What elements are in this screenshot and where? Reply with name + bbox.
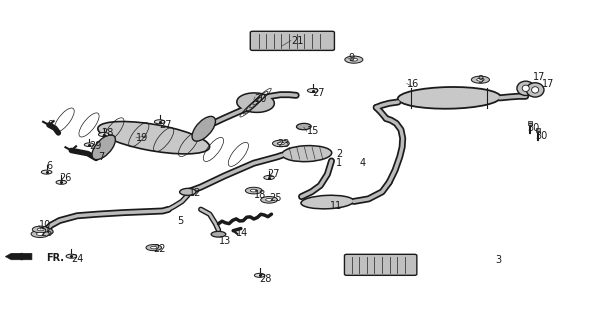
Text: 13: 13 [218,236,231,246]
Text: 27: 27 [160,120,172,130]
Text: 3: 3 [495,255,502,265]
Text: 18: 18 [254,190,266,200]
Ellipse shape [517,81,535,95]
Ellipse shape [32,226,49,233]
Text: 30: 30 [527,123,540,133]
Ellipse shape [41,170,52,174]
Text: 11: 11 [330,201,343,211]
Text: 26: 26 [60,172,72,182]
Text: FR.: FR. [47,253,65,263]
FancyBboxPatch shape [345,254,417,275]
Text: 12: 12 [189,188,201,198]
Text: 9: 9 [348,53,354,63]
Text: 24: 24 [71,254,84,264]
Text: 21: 21 [291,36,303,45]
Ellipse shape [398,87,501,109]
Ellipse shape [150,246,157,249]
Ellipse shape [92,135,116,160]
Ellipse shape [155,120,165,124]
Ellipse shape [301,195,354,209]
Text: 20: 20 [254,94,266,104]
Ellipse shape [146,244,162,251]
Text: 1: 1 [336,158,342,168]
Ellipse shape [522,85,529,92]
Text: 8: 8 [48,120,54,130]
Text: 30: 30 [535,131,548,141]
Ellipse shape [56,180,67,184]
Ellipse shape [526,83,544,97]
Ellipse shape [66,254,77,258]
Text: 17: 17 [542,78,555,89]
Ellipse shape [84,143,94,147]
Ellipse shape [98,122,209,154]
Text: 2: 2 [336,148,342,159]
Ellipse shape [211,231,226,237]
Ellipse shape [273,140,289,147]
FancyBboxPatch shape [250,31,335,50]
Text: 25: 25 [40,228,53,238]
Ellipse shape [179,188,196,196]
Ellipse shape [277,142,284,145]
Text: 27: 27 [313,88,325,98]
Text: 27: 27 [267,169,280,179]
Ellipse shape [477,78,484,81]
Text: 7: 7 [98,152,104,162]
Text: 23: 23 [277,139,290,149]
Text: 28: 28 [101,128,113,138]
Ellipse shape [99,132,109,137]
Ellipse shape [31,230,49,237]
Ellipse shape [37,232,44,236]
Ellipse shape [245,187,262,194]
Polygon shape [5,253,32,260]
Text: 14: 14 [236,228,248,238]
Text: 17: 17 [533,72,546,82]
Text: 29: 29 [89,141,101,151]
Text: 4: 4 [360,158,366,168]
Ellipse shape [192,116,215,141]
Text: 5: 5 [177,216,183,226]
Text: 15: 15 [307,126,319,136]
Text: 9: 9 [477,75,484,85]
Ellipse shape [471,76,490,83]
Ellipse shape [532,87,539,93]
Text: 10: 10 [39,220,51,230]
Ellipse shape [266,198,273,201]
Ellipse shape [282,146,332,162]
Ellipse shape [297,123,311,130]
Text: 6: 6 [47,161,53,172]
Text: 19: 19 [136,133,148,143]
Ellipse shape [350,58,358,61]
Ellipse shape [264,175,274,180]
Ellipse shape [261,196,277,203]
Text: 25: 25 [269,193,281,203]
Ellipse shape [345,56,363,63]
Text: 16: 16 [407,78,419,89]
Ellipse shape [307,89,318,92]
Text: 22: 22 [154,244,166,254]
Ellipse shape [37,228,44,231]
Ellipse shape [250,189,257,192]
Ellipse shape [37,227,53,235]
Text: 28: 28 [260,274,272,284]
Ellipse shape [254,273,265,277]
Ellipse shape [237,93,274,112]
